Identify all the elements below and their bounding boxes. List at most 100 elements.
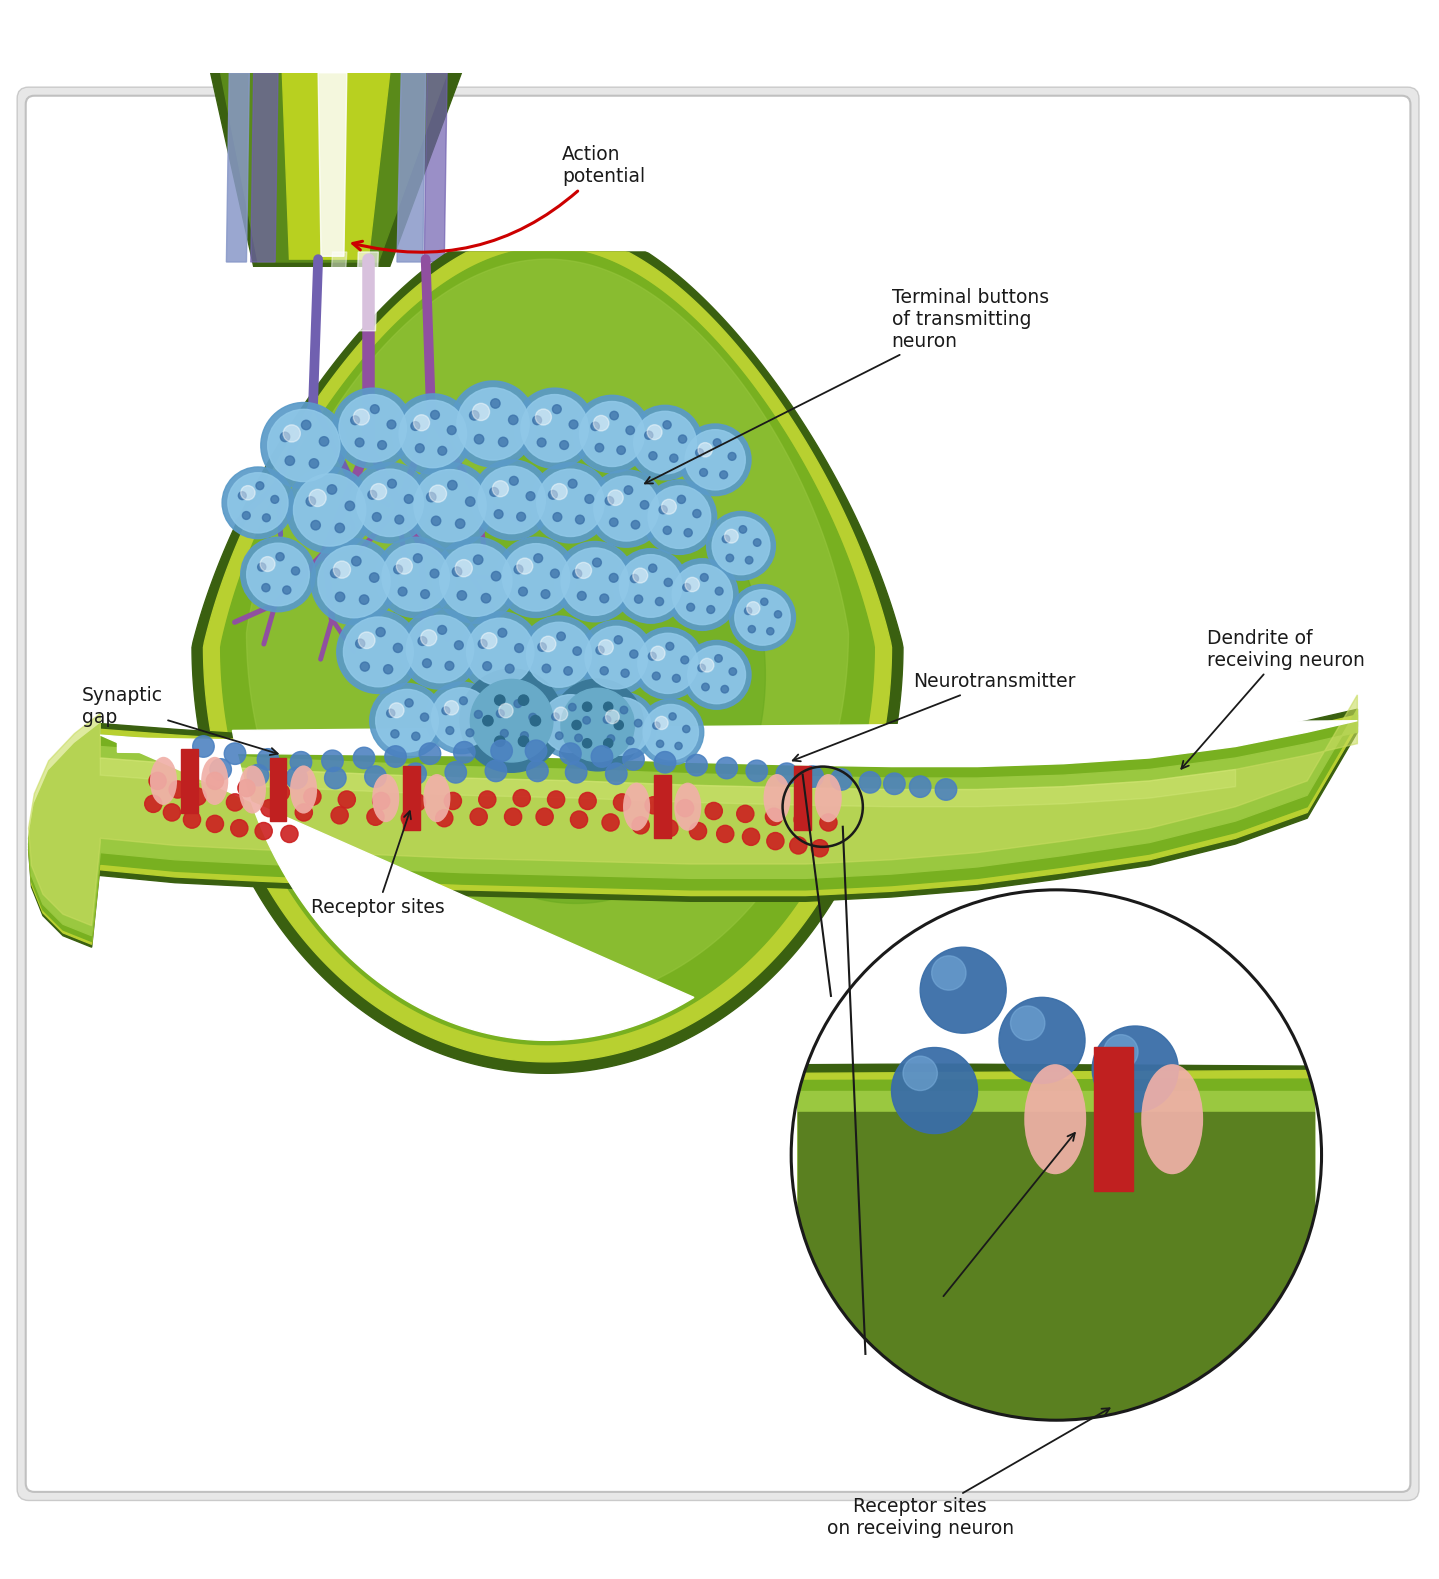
Circle shape [430,568,439,578]
Circle shape [404,699,413,707]
Circle shape [794,812,812,829]
Circle shape [344,617,413,687]
Circle shape [479,791,496,808]
Circle shape [689,823,707,840]
Circle shape [189,788,206,805]
Text: Terminal buttons
of transmitting
neuron: Terminal buttons of transmitting neuron [645,287,1049,483]
Circle shape [534,554,543,562]
Circle shape [393,393,473,474]
Circle shape [577,592,586,600]
Circle shape [423,658,432,668]
Circle shape [547,791,564,808]
Circle shape [271,496,279,504]
Circle shape [551,568,560,578]
Circle shape [688,646,745,704]
Circle shape [715,587,724,595]
Circle shape [535,409,551,425]
Circle shape [682,584,691,592]
Circle shape [791,891,1321,1420]
Circle shape [681,655,689,663]
Circle shape [419,636,427,646]
Circle shape [740,526,747,534]
Circle shape [521,616,597,693]
Polygon shape [799,1071,1314,1435]
Circle shape [730,668,737,676]
Circle shape [335,592,345,602]
Circle shape [455,641,463,649]
Polygon shape [355,253,378,330]
Circle shape [596,646,604,654]
Polygon shape [210,73,462,267]
Circle shape [1104,1034,1138,1069]
Circle shape [583,717,590,725]
Circle shape [515,388,594,469]
Circle shape [494,510,504,518]
Circle shape [446,726,453,734]
Circle shape [370,684,445,758]
Circle shape [535,808,553,826]
Circle shape [613,794,630,812]
Circle shape [633,568,648,583]
Polygon shape [118,737,984,761]
Circle shape [812,840,829,857]
Circle shape [301,420,311,429]
Circle shape [376,537,456,617]
Circle shape [475,711,482,718]
Circle shape [884,774,905,794]
Circle shape [227,472,288,534]
Circle shape [260,403,347,488]
Circle shape [594,475,659,542]
Ellipse shape [201,756,229,805]
Circle shape [714,439,721,447]
Circle shape [521,731,528,739]
Circle shape [466,617,534,685]
Circle shape [702,684,709,690]
Circle shape [367,808,384,826]
Circle shape [538,643,547,651]
Circle shape [466,729,473,737]
Circle shape [722,535,730,543]
Circle shape [309,459,318,469]
Circle shape [432,516,440,526]
Circle shape [766,808,783,826]
Text: Receptor sites
on receiving neuron: Receptor sites on receiving neuron [826,1408,1109,1538]
Circle shape [455,559,472,576]
Circle shape [445,662,453,669]
Polygon shape [799,897,1314,1064]
Circle shape [573,395,650,472]
Circle shape [557,632,566,641]
Circle shape [445,761,466,783]
Circle shape [459,696,468,704]
Circle shape [682,641,751,709]
Circle shape [699,469,708,477]
Circle shape [399,587,407,595]
Circle shape [662,499,676,515]
Circle shape [672,564,732,625]
Ellipse shape [150,756,177,805]
Circle shape [619,554,682,617]
Circle shape [603,715,610,723]
Circle shape [686,755,708,775]
Circle shape [535,688,604,758]
Circle shape [413,415,430,431]
Circle shape [442,707,450,715]
Circle shape [394,515,404,524]
Circle shape [541,636,555,652]
Circle shape [440,545,512,616]
Circle shape [242,512,250,519]
Ellipse shape [764,774,790,823]
Circle shape [728,453,735,461]
Circle shape [370,573,378,583]
Circle shape [327,485,337,494]
Circle shape [698,665,705,671]
Circle shape [322,750,344,772]
Circle shape [935,778,957,801]
Circle shape [471,808,488,826]
Circle shape [518,695,528,706]
Circle shape [230,820,248,837]
Circle shape [258,564,266,572]
Circle shape [724,529,738,543]
Circle shape [496,537,576,617]
Circle shape [632,521,640,529]
Circle shape [596,444,604,452]
